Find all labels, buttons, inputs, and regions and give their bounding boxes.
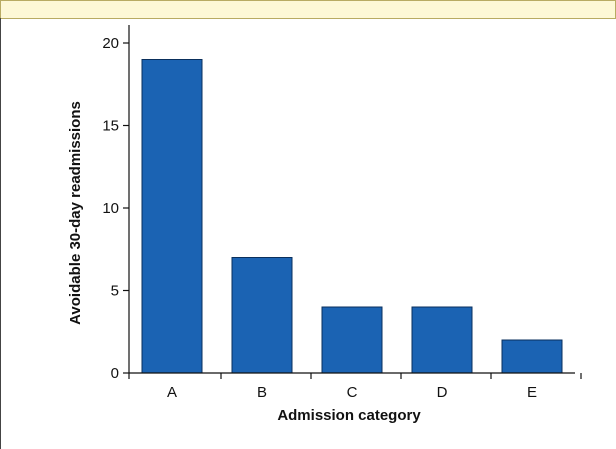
- bar-e: [501, 339, 563, 374]
- x-category-label: E: [527, 384, 537, 401]
- x-category-label: D: [437, 384, 448, 401]
- x-category-label: B: [257, 384, 267, 401]
- x-axis-title: Admission category: [277, 407, 421, 424]
- y-tick-label: 0: [111, 365, 119, 382]
- x-category-label: A: [167, 384, 177, 401]
- y-tick-label: 20: [102, 35, 119, 52]
- y-axis-title: Avoidable 30-day readmissions: [67, 101, 84, 325]
- bar-group: [141, 59, 563, 374]
- bar-c: [321, 306, 383, 374]
- x-category-label: C: [347, 384, 358, 401]
- y-tick-label: 5: [111, 283, 119, 300]
- axes-group: [128, 25, 575, 374]
- bar-b: [231, 257, 293, 374]
- left-border-rule: [0, 18, 1, 449]
- x-tick-group: A B C D E: [128, 373, 582, 401]
- y-tick-label: 10: [102, 200, 119, 217]
- y-tick-label: 15: [102, 118, 119, 135]
- bar-d: [411, 306, 473, 374]
- bar-a: [141, 59, 203, 374]
- y-tick-group: 0 5 10 15 20: [102, 35, 129, 382]
